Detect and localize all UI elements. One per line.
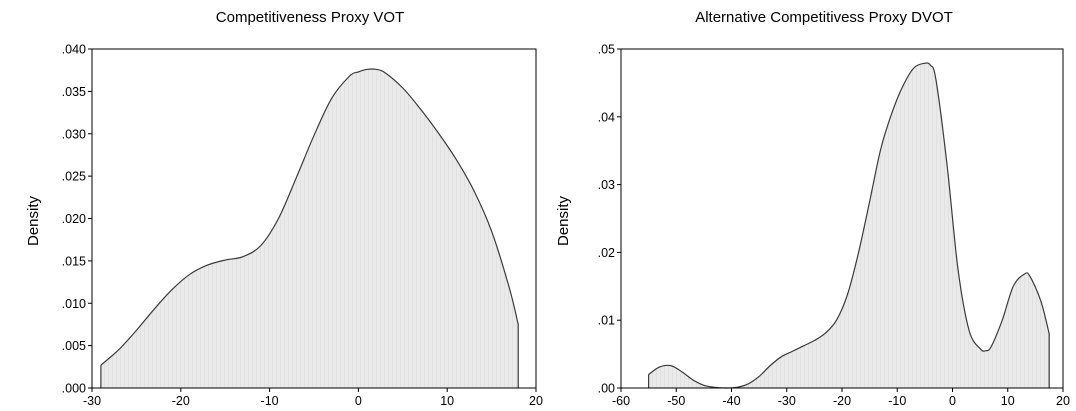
chart-title: Competitiveness Proxy VOT (216, 9, 404, 26)
density-area (648, 62, 1050, 388)
chart-title: Alternative Competitivess Proxy DVOT (695, 9, 953, 26)
y-axis-label: Density (25, 195, 42, 246)
density-area (100, 68, 519, 388)
y-tick-label: .035 (62, 85, 86, 99)
y-tick-label: .020 (62, 212, 86, 226)
x-tick-label: 0 (355, 394, 362, 408)
y-tick-label: .00 (598, 382, 615, 396)
x-tick-label: -40 (722, 394, 740, 408)
y-tick-label: .02 (598, 246, 615, 260)
chart-vot: Competitiveness Proxy VOT Density .000.0… (25, 9, 543, 408)
x-tick-label: -10 (261, 394, 279, 408)
x-tick-label: 20 (529, 394, 543, 408)
y-tick-label: .030 (62, 127, 86, 141)
plot-area: .00 .01 .02 .03 .04 .05 -60 -50 -40 -30 -20 -10 0 10 2… (598, 43, 1070, 409)
y-tick-label: .015 (62, 254, 86, 268)
x-tick-label: -30 (83, 394, 101, 408)
chart-dvot: Alternative Competitivess Proxy DVOT Den… (555, 9, 1070, 408)
y-tick-label: .005 (62, 339, 86, 353)
x-tick-label: -50 (667, 394, 685, 408)
x-tick-label: 0 (949, 394, 956, 408)
x-tick-label: -10 (888, 394, 906, 408)
y-tick-label: .03 (598, 178, 615, 192)
x-tick-label: -30 (778, 394, 796, 408)
x-tick-label: -20 (172, 394, 190, 408)
x-tick-label: 10 (440, 394, 454, 408)
x-tick-label: -20 (833, 394, 851, 408)
y-tick-label: .000 (62, 382, 86, 396)
y-tick-label: .025 (62, 170, 86, 184)
y-tick-label: .04 (598, 110, 615, 124)
x-tick-label: 10 (1001, 394, 1015, 408)
x-tick-label: -60 (612, 394, 630, 408)
density-curve (100, 68, 519, 388)
x-tick-label: 20 (1056, 394, 1070, 408)
y-tick-label: .040 (62, 43, 86, 57)
y-tick-label: .01 (598, 314, 615, 328)
y-axis-label: Density (555, 195, 572, 246)
y-tick-label: .05 (598, 43, 615, 57)
plot-area: .000 .005 .010 .015 .020 .025 .030 .035 .040 -30 -… (62, 43, 543, 409)
y-tick-label: .010 (62, 297, 86, 311)
